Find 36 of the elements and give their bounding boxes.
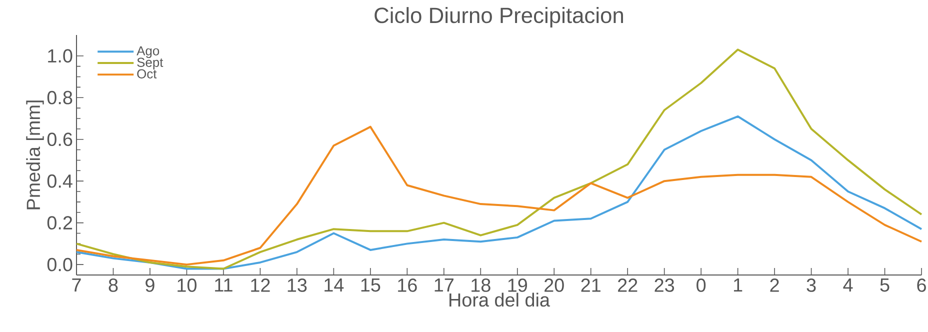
legend-label: Ago xyxy=(136,46,160,58)
x-tick-label: 17 xyxy=(434,278,454,292)
y-tick-label: 0.0 xyxy=(47,258,72,272)
x-tick-label: 16 xyxy=(398,278,417,292)
x-tick-label: 13 xyxy=(288,278,307,292)
x-tick-label: 20 xyxy=(544,278,564,292)
y-tick-label: 0.8 xyxy=(47,90,72,104)
x-tick-label: 19 xyxy=(508,278,527,292)
x-tick-label: 14 xyxy=(324,278,344,292)
chart-title: Ciclo Diurno Precipitacion xyxy=(374,7,623,28)
y-tick-label: 1.0 xyxy=(48,49,72,63)
x-tick-label: 11 xyxy=(215,278,232,292)
x-tick-label: 4 xyxy=(843,278,853,292)
legend-label: Oct xyxy=(137,69,157,78)
x-axis-title: Hora del dia xyxy=(450,292,550,307)
x-tick-label: 10 xyxy=(178,278,196,292)
x-tick-label: 0 xyxy=(696,278,706,292)
x-tick-label: 8 xyxy=(108,278,118,292)
x-tick-label: 3 xyxy=(806,278,816,292)
x-tick-label: 12 xyxy=(251,278,270,292)
x-tick-label: 22 xyxy=(618,278,638,292)
y-tick-label: 0.6 xyxy=(47,132,72,146)
x-tick-label: 18 xyxy=(472,278,490,292)
x-tick-label: 21 xyxy=(581,278,600,292)
x-tick-label: 2 xyxy=(770,278,779,292)
x-tick-label: 5 xyxy=(880,278,890,292)
x-tick-label: 6 xyxy=(917,278,926,292)
x-tick-label: 7 xyxy=(72,278,81,292)
y-tick-label: 0.4 xyxy=(47,174,72,188)
x-tick-label: 23 xyxy=(654,278,674,292)
x-tick-label: 9 xyxy=(146,278,154,292)
x-tick-label: 15 xyxy=(361,278,380,292)
y-axis-title: Pmedia [mm] xyxy=(26,100,44,210)
legend-label: Sept xyxy=(137,58,164,70)
x-tick-label: 1 xyxy=(734,278,742,292)
y-tick-label: 0.2 xyxy=(47,216,72,230)
